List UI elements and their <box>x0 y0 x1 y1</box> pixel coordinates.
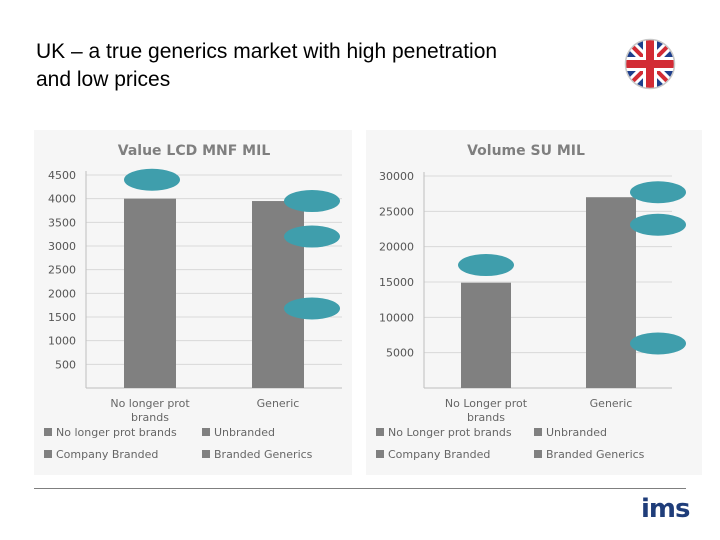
legend-label: Unbranded <box>546 426 607 439</box>
value-chart-panel: Value LCD MNF MIL 500 1000 1500 2000 2500 3000… <box>34 130 352 475</box>
legend-label: Branded Generics <box>546 448 645 461</box>
y-tick-label: 30000 <box>379 170 414 183</box>
y-tick-label: 5000 <box>386 347 414 360</box>
x-category-label: Generic <box>257 397 300 410</box>
x-category-label: No longer prot brands <box>110 397 190 424</box>
footer-divider <box>34 488 686 489</box>
legend-swatch <box>376 450 384 458</box>
y-tick-label: 3500 <box>48 216 76 229</box>
legend-label: Company Branded <box>388 448 490 461</box>
legend-label: No Longer prot brands <box>388 426 512 439</box>
value-chart: Value LCD MNF MIL 500 1000 1500 2000 2500 3000… <box>44 143 342 461</box>
legend-swatch <box>534 428 542 436</box>
y-tick-label: 25000 <box>379 205 414 218</box>
legend-swatch <box>202 450 210 458</box>
bar <box>586 197 636 388</box>
legend-label: Unbranded <box>214 426 275 439</box>
y-tick-label: 3000 <box>48 240 76 253</box>
slide-title: UK – a true generics market with high pe… <box>36 40 498 91</box>
y-tick-label: 20000 <box>379 241 414 254</box>
ims-logo: ims <box>641 494 690 524</box>
annotation-marker <box>124 168 180 191</box>
y-tick-label: 15000 <box>379 276 414 289</box>
bar <box>124 198 176 388</box>
y-tick-label: 2500 <box>48 264 76 277</box>
y-tick-label: 500 <box>55 358 76 371</box>
x-category-label: Generic <box>590 397 633 410</box>
chart-title: Volume SU MIL <box>467 143 585 159</box>
y-tick-label: 4500 <box>48 169 76 182</box>
legend-swatch <box>44 428 52 436</box>
chart-title: Value LCD MNF MIL <box>118 143 271 159</box>
annotation-marker <box>284 190 340 213</box>
uk-flag-icon <box>624 38 676 90</box>
legend-label: Branded Generics <box>214 448 313 461</box>
legend-swatch <box>376 428 384 436</box>
legend-swatch <box>44 450 52 458</box>
y-tick-label: 1500 <box>48 311 76 324</box>
y-tick-label: 4000 <box>48 193 76 206</box>
legend-swatch <box>202 428 210 436</box>
legend-label: Company Branded <box>56 448 158 461</box>
volume-chart: Volume SU MIL 5000 10000 15000 20000 25000 300… <box>376 143 686 461</box>
annotation-marker <box>284 297 340 320</box>
annotation-marker <box>458 254 514 277</box>
y-tick-label: 10000 <box>379 311 414 324</box>
volume-chart-panel: Volume SU MIL 5000 10000 15000 20000 25000 300… <box>366 130 702 475</box>
annotation-marker <box>630 332 686 355</box>
y-tick-label: 1000 <box>48 335 76 348</box>
legend-swatch <box>534 450 542 458</box>
legend-label: No longer prot brands <box>56 426 177 439</box>
annotation-marker <box>630 213 686 236</box>
annotation-marker <box>284 225 340 248</box>
bar <box>461 282 511 388</box>
annotation-marker <box>630 181 686 204</box>
x-category-label: No Longer prot brands <box>445 397 528 424</box>
y-tick-label: 2000 <box>48 287 76 300</box>
